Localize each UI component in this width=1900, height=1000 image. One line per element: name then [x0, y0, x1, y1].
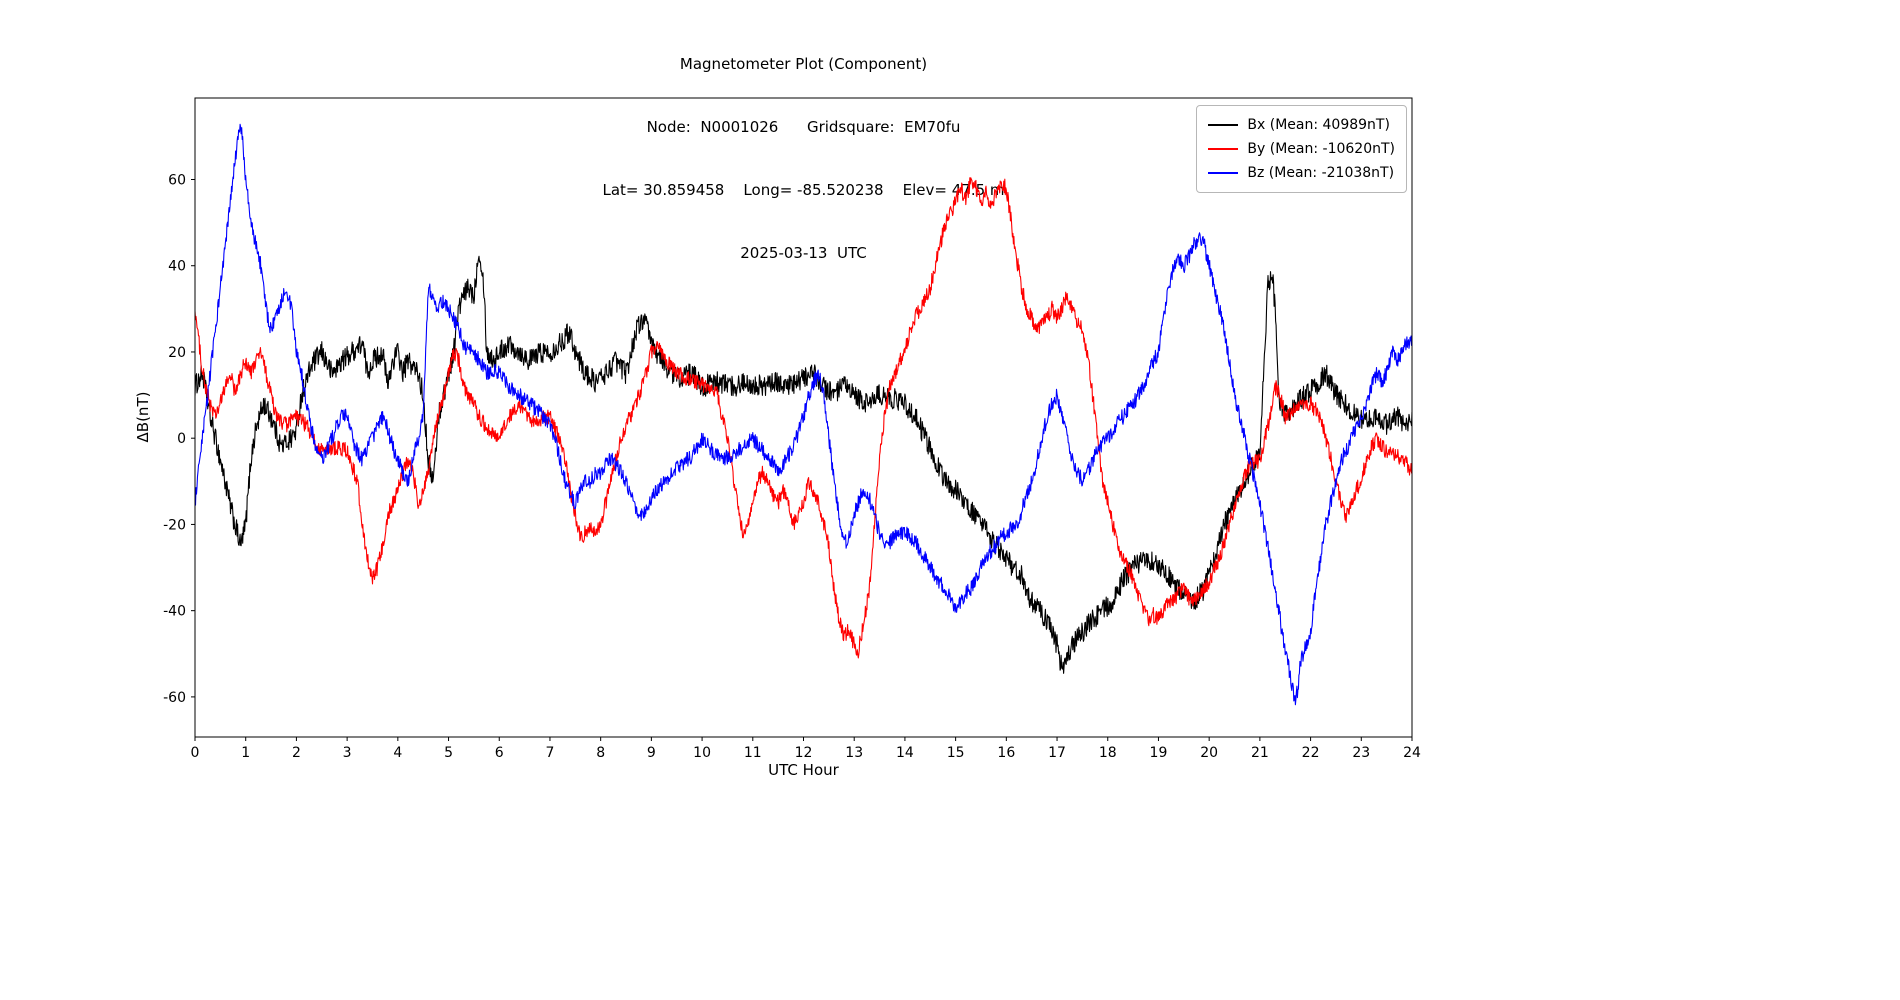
series-line-by: [195, 177, 1412, 659]
x-tick-label: 7: [545, 745, 554, 761]
x-tick-label: 11: [744, 745, 762, 761]
y-tick-label: 40: [168, 259, 186, 275]
x-tick-label: 19: [1150, 745, 1168, 761]
x-tick-label: 16: [997, 745, 1015, 761]
x-tick-label: 14: [896, 745, 914, 761]
x-tick-label: 8: [596, 745, 605, 761]
chart-subtitle-date: 2025-03-13 UTC: [740, 244, 867, 262]
y-tick-label: 0: [177, 431, 186, 447]
chart-title-block: Magnetometer Plot (Component) Node: N000…: [195, 12, 1412, 306]
x-tick-label: 18: [1099, 745, 1117, 761]
y-tick-label: -60: [163, 690, 186, 706]
x-tick-label: 6: [495, 745, 504, 761]
legend-label-bx: Bx (Mean: 40989nT): [1247, 117, 1390, 133]
chart-subtitle-node: Node: N0001026 Gridsquare: EM70fu: [646, 118, 961, 136]
x-tick-label: 5: [444, 745, 453, 761]
x-tick-label: 9: [647, 745, 656, 761]
x-tick-label: 15: [947, 745, 965, 761]
x-tick-label: 2: [292, 745, 301, 761]
x-tick-label: 10: [693, 745, 711, 761]
chart-title: Magnetometer Plot (Component): [679, 55, 928, 73]
x-tick-label: 13: [845, 745, 863, 761]
x-tick-label: 24: [1403, 745, 1421, 761]
x-tick-label: 3: [343, 745, 352, 761]
series-line-bx: [195, 255, 1412, 674]
legend-label-by: By (Mean: -10620nT): [1247, 141, 1395, 157]
legend-item-by: By (Mean: -10620nT): [1208, 137, 1395, 161]
y-tick-label: -40: [163, 604, 186, 620]
legend-label-bz: Bz (Mean: -21038nT): [1247, 165, 1395, 181]
x-tick-label: 4: [393, 745, 402, 761]
y-tick-label: -20: [163, 517, 186, 533]
series-line-bz: [195, 123, 1412, 706]
legend-item-bz: Bz (Mean: -21038nT): [1208, 161, 1395, 185]
x-tick-label: 20: [1200, 745, 1218, 761]
x-tick-label: 17: [1048, 745, 1066, 761]
legend-item-bx: Bx (Mean: 40989nT): [1208, 113, 1395, 137]
legend-swatch-bz-line: [1208, 172, 1239, 174]
chart-subtitle-location: Lat= 30.859458 Long= -85.520238 Elev= 47…: [602, 181, 1005, 199]
legend: Bx (Mean: 40989nT) By (Mean: -10620nT) B…: [1196, 105, 1407, 193]
x-tick-label: 22: [1302, 745, 1320, 761]
x-tick-label: 23: [1352, 745, 1370, 761]
y-tick-label: 20: [168, 345, 186, 361]
x-tick-label: 0: [191, 745, 200, 761]
legend-swatch-by-line: [1208, 148, 1239, 150]
y-tick-label: 60: [168, 172, 186, 188]
x-tick-label: 1: [241, 745, 250, 761]
legend-swatch-bx-line: [1208, 124, 1239, 126]
x-tick-label: 21: [1251, 745, 1269, 761]
x-tick-label: 12: [795, 745, 813, 761]
x-axis-label: UTC Hour: [768, 761, 839, 779]
